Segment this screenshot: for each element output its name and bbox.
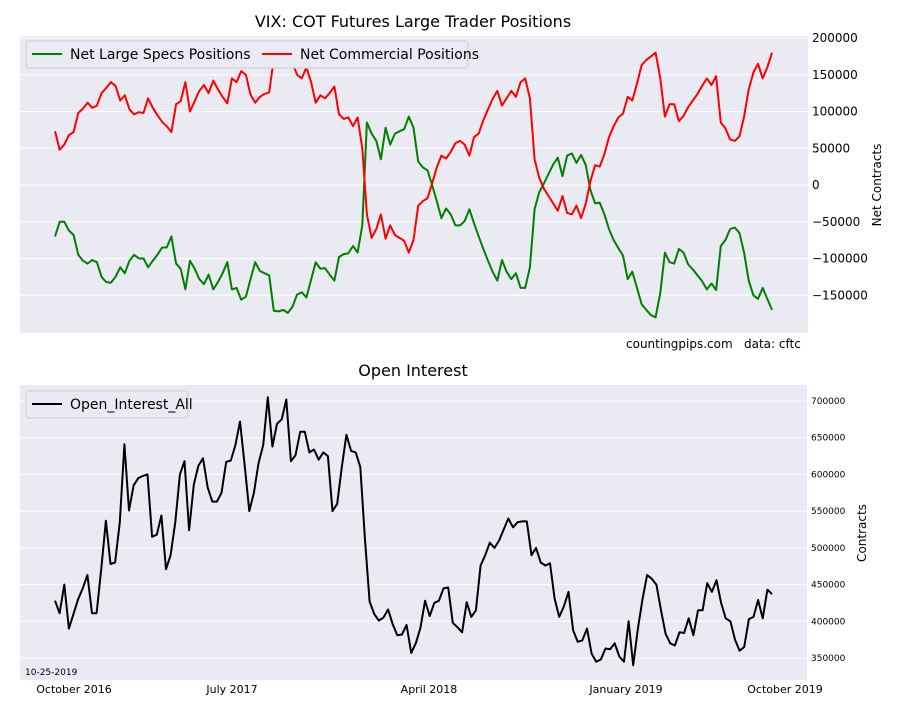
open-interest-y-axis-label: Contracts (855, 504, 869, 562)
open-interest-x-tick-label: October 2016 (36, 683, 112, 696)
open-interest-legend-box (25, 390, 189, 419)
positions-y-tick-label: 0 (812, 178, 820, 192)
open-interest-y-tick-label: 450000 (811, 581, 846, 591)
open-interest-y-tick-label: 500000 (811, 544, 846, 554)
data-credit-annotation: data: cftc (744, 337, 801, 351)
positions-series-lines (54, 51, 773, 319)
open-interest-x-tick-label: October 2019 (747, 683, 823, 696)
positions-legend: Net Large Specs Positions Net Commercial… (25, 40, 479, 69)
open-interest-y-tick-label: 550000 (811, 507, 846, 517)
positions-y-axis-label: Net Contracts (870, 144, 884, 227)
positions-chart-title: VIX: COT Futures Large Trader Positions (255, 12, 571, 31)
positions-y-tick-label: 100000 (812, 105, 858, 119)
open-interest-y-tick-label: 700000 (811, 397, 846, 407)
open-interest-x-ticks: October 2016 July 2017 April 2018 January 2… (36, 683, 823, 696)
series-line-net-large-specs (54, 115, 773, 319)
open-interest-grid (20, 400, 807, 659)
open-interest-y-tick-label: 650000 (811, 434, 846, 444)
legend-label-net-large-specs: Net Large Specs Positions (70, 47, 251, 63)
positions-y-tick-label: 200000 (812, 31, 858, 45)
open-interest-series-lines (54, 396, 773, 667)
open-interest-x-tick-label: July 2017 (205, 683, 257, 696)
open-interest-chart-title: Open Interest (358, 361, 467, 380)
legend-label-net-commercial: Net Commercial Positions (300, 47, 479, 63)
open-interest-x-tick-label: January 2019 (588, 683, 662, 696)
positions-y-tick-label: 150000 (812, 68, 858, 82)
positions-grid (20, 37, 808, 296)
open-interest-y-tick-label: 400000 (811, 617, 846, 627)
open-interest-chart: Open Interest 350000 400000 450000 500000 55… (20, 361, 869, 696)
open-interest-plot-area (20, 385, 807, 680)
positions-y-tick-label: 50000 (812, 141, 850, 155)
positions-legend-box (25, 40, 469, 69)
date-stamp: 10-25-2019 (25, 668, 78, 678)
open-interest-y-tick-label: 600000 (811, 470, 846, 480)
positions-y-ticks: −150000 −100000 −50000 0 50000 100000 150000 20… (812, 31, 868, 302)
positions-y-tick-label: −100000 (812, 252, 868, 266)
legend-label-open-interest: Open_Interest_All (70, 397, 193, 413)
positions-chart: VIX: COT Futures Large Trader Positions … (20, 12, 884, 351)
open-interest-legend: Open_Interest_All (25, 390, 193, 419)
source-annotation: countingpips.com (626, 337, 733, 351)
series-line-net-commercial (54, 51, 773, 254)
series-line-open-interest (54, 396, 773, 667)
positions-y-tick-label: −150000 (812, 288, 868, 302)
open-interest-y-tick-label: 350000 (811, 654, 846, 664)
open-interest-y-ticks: 350000 400000 450000 500000 550000 600000 6500… (811, 397, 846, 664)
positions-y-tick-label: −50000 (812, 215, 860, 229)
open-interest-x-tick-label: April 2018 (401, 683, 458, 696)
